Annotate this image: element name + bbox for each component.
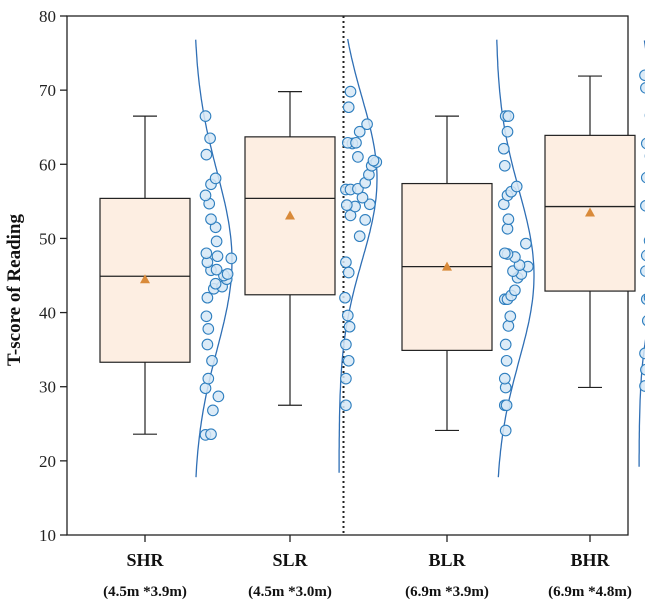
data-point (209, 277, 222, 290)
data-point (497, 142, 510, 155)
data-point (353, 230, 366, 243)
data-point (361, 118, 373, 131)
data-point (500, 399, 513, 412)
data-point (204, 132, 216, 145)
data-point (342, 101, 355, 114)
mean-marker (442, 261, 452, 271)
data-point (211, 250, 224, 263)
data-point (202, 323, 215, 335)
x-category-subtitle: (6.9m *3.9m) (405, 584, 489, 600)
data-point (498, 159, 511, 172)
data-point (640, 137, 645, 150)
data-point (520, 237, 532, 250)
data-point (340, 256, 352, 269)
data-point (340, 372, 352, 385)
x-category-subtitle: (4.5m *3.9m) (103, 584, 187, 600)
data-point (498, 372, 511, 385)
x-category-label: BLR (428, 550, 466, 570)
data-point (202, 372, 215, 385)
data-point (359, 214, 372, 226)
y-tick-label: 40 (39, 304, 56, 323)
data-point (342, 266, 355, 279)
data-point (363, 198, 376, 211)
y-tick-label: 60 (39, 155, 56, 174)
data-point (212, 390, 225, 403)
data-point (510, 180, 523, 193)
data-point (639, 69, 645, 82)
data-point (502, 320, 515, 332)
data-point (498, 247, 511, 260)
data-point (501, 222, 514, 235)
data-point (500, 354, 513, 367)
data-point (641, 315, 645, 326)
data-point (210, 263, 223, 276)
data-point (225, 252, 238, 265)
y-axis-title: T-score of Reading (4, 214, 25, 367)
data-point (640, 200, 645, 212)
data-point (221, 268, 234, 280)
data-point (209, 172, 222, 185)
y-tick-label: 50 (39, 229, 56, 248)
mean-marker (585, 207, 595, 217)
y-tick-label: 80 (39, 7, 56, 26)
data-point (640, 82, 645, 94)
data-point (640, 249, 645, 262)
data-point (502, 110, 515, 122)
data-point (509, 284, 521, 297)
data-point (640, 172, 645, 184)
data-point (200, 310, 213, 323)
x-category-subtitle: (4.5m *3.0m) (248, 584, 332, 600)
data-point (205, 428, 217, 441)
data-point (639, 347, 645, 360)
data-point (342, 354, 355, 367)
data-point (199, 189, 212, 202)
data-point (504, 310, 517, 323)
data-point (200, 148, 213, 161)
data-point (210, 235, 223, 248)
data-point (340, 199, 353, 211)
data-point (207, 404, 219, 417)
data-point (639, 380, 645, 392)
data-point (339, 291, 351, 304)
y-tick-label: 70 (39, 81, 56, 100)
x-category-subtitle: (6.9m *4.8m) (548, 584, 632, 600)
data-point (499, 424, 512, 437)
data-point (199, 110, 212, 122)
mean-marker (285, 210, 295, 220)
data-point (352, 151, 364, 163)
y-tick-label: 30 (39, 378, 56, 397)
data-point (206, 354, 218, 367)
x-category-label: SHR (126, 550, 164, 570)
data-point (350, 136, 362, 149)
data-point (640, 363, 645, 376)
data-point (341, 309, 354, 322)
data-point (201, 291, 214, 304)
data-point (502, 213, 515, 226)
distribution-curve (338, 38, 378, 473)
data-point (340, 399, 352, 412)
data-point (640, 265, 645, 277)
distribution-curve (638, 40, 645, 467)
data-point (199, 382, 212, 395)
data-point (340, 338, 352, 351)
data-point (367, 154, 380, 167)
y-tick-label: 10 (39, 526, 56, 545)
x-category-label: SLR (272, 550, 308, 570)
data-point (353, 125, 366, 138)
data-point (200, 247, 213, 260)
x-category-label: BHR (570, 550, 610, 570)
data-point (499, 338, 512, 351)
mean-marker (140, 274, 150, 284)
plot-area: 10 20 30 40 50 60 70 80 SHR (4.5m *3.9m) SLR (4.5m … (39, 7, 645, 600)
data-point (501, 125, 514, 138)
data-point (205, 213, 217, 226)
data-point (344, 85, 357, 98)
data-point (201, 338, 214, 351)
y-tick-label: 20 (39, 452, 56, 471)
data-point (343, 320, 356, 333)
